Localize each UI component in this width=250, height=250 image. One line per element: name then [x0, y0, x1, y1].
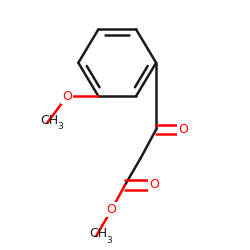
Text: O: O: [149, 178, 159, 192]
Text: O: O: [178, 123, 188, 136]
Text: O: O: [107, 203, 117, 216]
Text: CH: CH: [40, 114, 58, 127]
Text: CH: CH: [89, 228, 108, 240]
Text: 3: 3: [106, 236, 112, 244]
Text: 3: 3: [57, 122, 63, 131]
Text: O: O: [62, 90, 72, 102]
